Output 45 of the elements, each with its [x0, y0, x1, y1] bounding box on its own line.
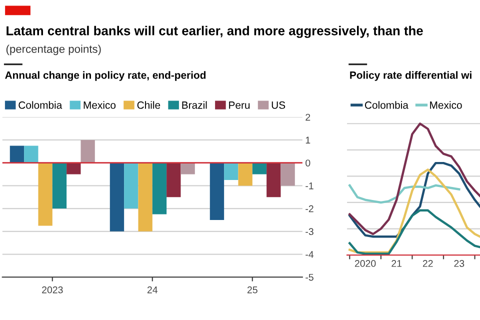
x-tick-label: 2020 — [354, 260, 376, 267]
bar — [266, 162, 281, 198]
bar — [80, 140, 95, 163]
y-tick-label: -5 — [306, 274, 314, 281]
legend-label: US — [272, 101, 286, 109]
bar — [124, 162, 138, 209]
x-tick-label: 23 — [454, 260, 464, 267]
y-tick-label: 2 — [306, 114, 310, 121]
bar — [238, 162, 252, 186]
bar — [110, 162, 124, 232]
y-tick-label: -3 — [306, 228, 314, 236]
x-tick-label: 25 — [247, 286, 258, 294]
legend-label: Brazil — [182, 101, 207, 109]
x-tick-label: 21 — [392, 260, 402, 267]
bar — [166, 162, 181, 198]
bar — [280, 162, 295, 186]
x-tick-label: 2023 — [42, 286, 63, 294]
bar — [24, 146, 38, 163]
bar — [180, 162, 195, 174]
bar — [210, 162, 224, 220]
bar — [252, 162, 267, 174]
y-tick-label: 0 — [306, 160, 310, 166]
bar — [52, 162, 67, 209]
legend-label: Mexico — [84, 101, 116, 109]
legend-label: Colombia — [364, 101, 408, 109]
bar — [152, 162, 167, 214]
legend-label: Chile — [137, 101, 160, 109]
y-tick-label: -2 — [306, 205, 314, 212]
chart-title: Policy rate differential wi — [350, 71, 472, 81]
bar — [138, 162, 152, 232]
bar — [66, 162, 81, 174]
y-tick-label: -1 — [306, 182, 314, 190]
legend-label: Peru — [229, 102, 250, 109]
bar — [38, 162, 52, 226]
y-tick-label: 1 — [306, 136, 310, 144]
text: (percentage points) — [6, 44, 101, 56]
chart-title: Annual change in policy rate, end-period — [5, 71, 206, 81]
legend-label: Mexico — [430, 101, 462, 109]
text: Latam central banks will cut earlier, and more aggressively, than the — [6, 26, 423, 38]
x-tick-label: 24 — [147, 286, 158, 294]
bar — [10, 146, 24, 163]
x-tick-label: 22 — [422, 260, 433, 267]
bar — [224, 162, 238, 180]
y-tick-label: -4 — [306, 251, 314, 258]
legend-label: Colombia — [18, 101, 62, 109]
